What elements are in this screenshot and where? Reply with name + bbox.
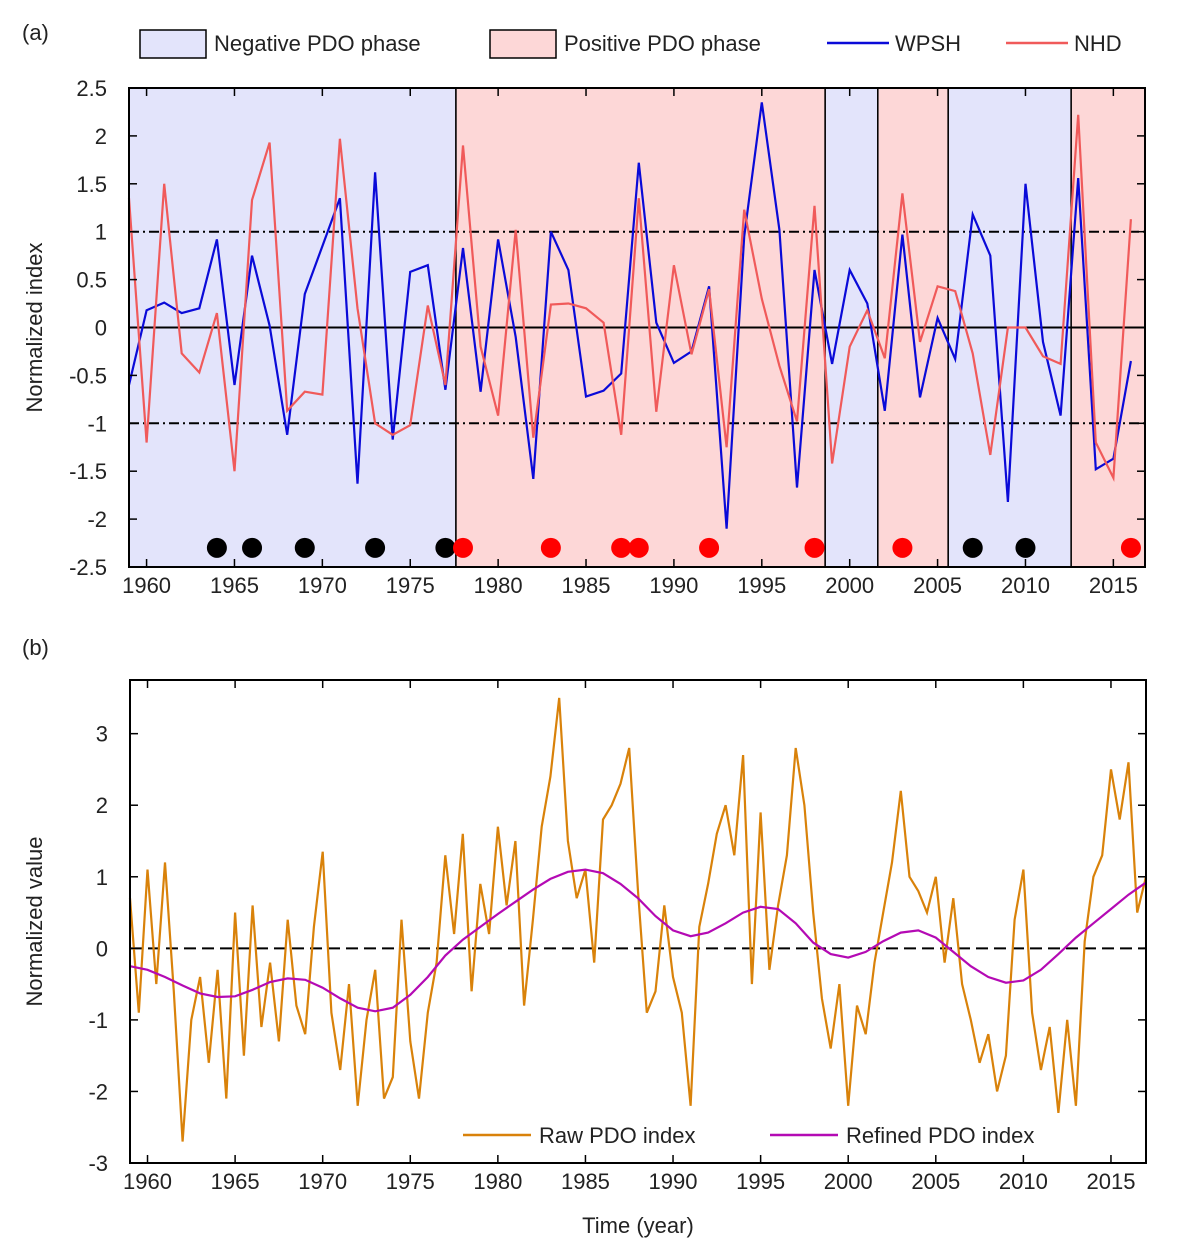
y-tick-label: -1.5 (69, 459, 107, 484)
x-tick-label: 2000 (825, 573, 874, 598)
event-dot (804, 537, 825, 558)
y-tick-label: 1.5 (76, 172, 107, 197)
x-tick-label: 1980 (473, 1169, 522, 1194)
series-line (127, 102, 1132, 529)
y-tick-label: 0 (95, 316, 107, 341)
y-tick-label: -1 (87, 411, 107, 436)
legend-swatch (489, 29, 557, 59)
panel-label: (b) (22, 635, 49, 660)
y-axis-title: Normalized index (22, 243, 47, 413)
event-dot (452, 537, 473, 558)
event-dot (242, 537, 263, 558)
x-tick-label: 1960 (123, 1169, 172, 1194)
y-tick-label: -2.5 (69, 555, 107, 580)
y-tick-label: -1 (88, 1008, 108, 1033)
x-tick-label: 2015 (1089, 573, 1138, 598)
x-tick-label: 1985 (562, 573, 611, 598)
legend-label: Refined PDO index (846, 1123, 1034, 1148)
x-tick-label: 1975 (386, 573, 435, 598)
x-tick-label: 1995 (737, 573, 786, 598)
event-dot (892, 537, 913, 558)
x-tick-label: 1975 (386, 1169, 435, 1194)
y-tick-label: -2 (87, 507, 107, 532)
y-axis-title: Normalized value (22, 837, 47, 1007)
legend-label: Raw PDO index (539, 1123, 696, 1148)
series-line (127, 114, 1132, 483)
event-dot (294, 537, 315, 558)
x-tick-label: 1980 (474, 573, 523, 598)
x-tick-label: 1990 (649, 573, 698, 598)
x-tick-label: 1985 (561, 1169, 610, 1194)
series-line (128, 697, 1148, 1142)
y-tick-label: -2 (88, 1079, 108, 1104)
legend-label: WPSH (895, 31, 961, 56)
legend-label: Positive PDO phase (564, 31, 761, 56)
x-tick-label: 2005 (913, 573, 962, 598)
event-dot (628, 537, 649, 558)
legend-label: Negative PDO phase (214, 31, 421, 56)
x-tick-label: 1965 (211, 1169, 260, 1194)
axes-frame (129, 679, 1147, 1164)
x-tick-label: 1995 (736, 1169, 785, 1194)
legend-label: NHD (1074, 31, 1122, 56)
event-dot (540, 537, 561, 558)
x-tick-label: 2010 (1001, 573, 1050, 598)
y-tick-label: -0.5 (69, 363, 107, 388)
event-dot (611, 537, 632, 558)
event-dot (206, 537, 227, 558)
x-tick-label: 2000 (824, 1169, 873, 1194)
x-axis-title: Time (year) (582, 1213, 694, 1238)
x-tick-label: 1990 (649, 1169, 698, 1194)
y-tick-label: 2 (96, 793, 108, 818)
y-tick-label: 0 (96, 936, 108, 961)
y-tick-label: 3 (96, 722, 108, 747)
x-tick-label: 1970 (298, 573, 347, 598)
x-tick-label: 1965 (210, 573, 259, 598)
x-tick-label: 2005 (911, 1169, 960, 1194)
legend-swatch (139, 29, 207, 59)
event-dot (1015, 537, 1036, 558)
event-dot (435, 537, 456, 558)
y-tick-label: 1 (95, 220, 107, 245)
event-dot (699, 537, 720, 558)
event-dot (1120, 537, 1141, 558)
y-tick-label: 2.5 (76, 76, 107, 101)
y-tick-label: 0.5 (76, 268, 107, 293)
x-tick-label: 2015 (1086, 1169, 1135, 1194)
event-dot (365, 537, 386, 558)
x-tick-label: 1970 (298, 1169, 347, 1194)
y-tick-label: -3 (88, 1151, 108, 1176)
event-dot (962, 537, 983, 558)
panel-label: (a) (22, 20, 49, 45)
series-line (129, 868, 1147, 1013)
x-tick-label: 2010 (999, 1169, 1048, 1194)
y-tick-label: 2 (95, 124, 107, 149)
y-tick-label: 1 (96, 865, 108, 890)
x-tick-label: 1960 (122, 573, 171, 598)
